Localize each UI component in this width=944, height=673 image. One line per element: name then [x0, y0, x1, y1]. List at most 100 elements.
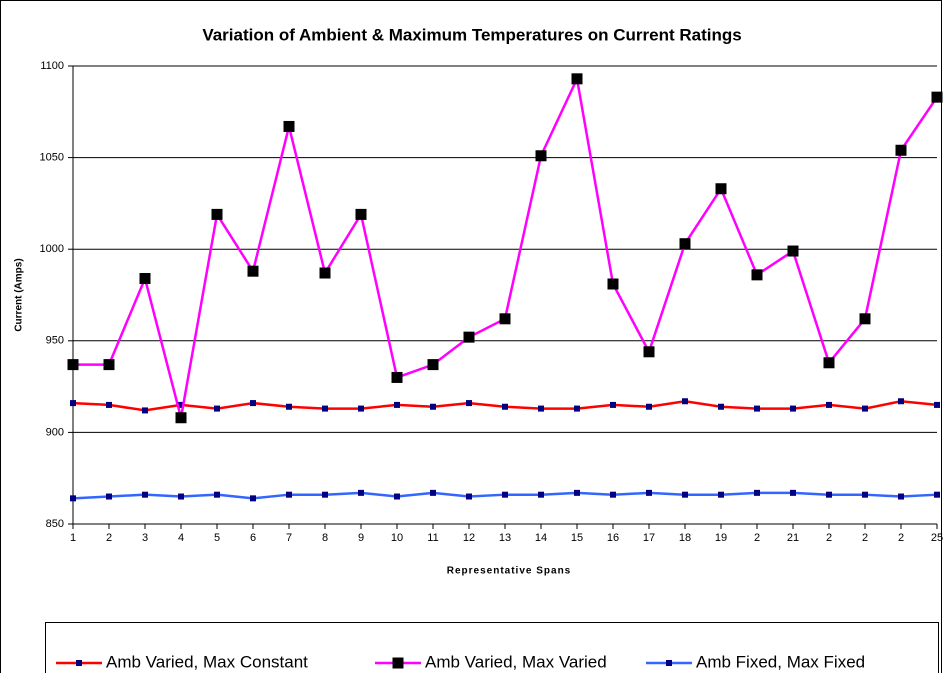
marker	[790, 405, 796, 412]
x-tick-label: 4	[178, 532, 184, 544]
marker	[391, 371, 403, 383]
marker	[103, 359, 115, 371]
marker	[211, 208, 223, 220]
x-tick-label: 8	[322, 532, 328, 544]
x-tick-label: 2	[754, 532, 760, 544]
marker	[754, 405, 760, 412]
marker	[178, 401, 184, 408]
marker	[394, 493, 400, 500]
x-tick-label: 15	[571, 532, 583, 544]
marker	[610, 491, 616, 498]
x-tick-label: 2	[106, 532, 112, 544]
marker	[862, 405, 868, 412]
marker	[502, 403, 508, 410]
marker	[358, 405, 364, 412]
marker	[322, 405, 328, 412]
marker	[679, 238, 691, 250]
marker	[178, 493, 184, 500]
marker	[250, 495, 256, 502]
marker	[646, 489, 652, 496]
marker	[355, 208, 367, 220]
marker	[430, 489, 436, 496]
x-tick-label: 11	[427, 532, 438, 544]
x-tick-label: 7	[286, 532, 292, 544]
marker	[718, 491, 724, 498]
marker	[859, 313, 871, 325]
x-tick-label: 12	[463, 532, 475, 544]
x-tick-label: 13	[499, 532, 511, 544]
marker	[358, 489, 364, 496]
marker	[535, 150, 547, 162]
marker	[67, 359, 79, 371]
marker	[466, 400, 472, 407]
marker	[538, 491, 544, 498]
x-tick-label: 9	[358, 532, 364, 544]
marker	[139, 273, 151, 285]
x-tick-label: 19	[715, 532, 727, 544]
x-tick-label: 2	[898, 532, 904, 544]
x-tick-label: 2	[862, 532, 868, 544]
marker	[787, 245, 799, 257]
x-tick-label: 1	[70, 532, 76, 544]
marker	[754, 489, 760, 496]
x-tick-label: 10	[391, 532, 403, 544]
x-tick-label: 14	[535, 532, 547, 544]
x-axis-title: Representative Spans	[447, 566, 572, 577]
marker	[898, 398, 904, 405]
marker	[70, 400, 76, 407]
marker	[643, 346, 655, 358]
legend-label: Amb Varied, Max Varied	[425, 652, 607, 671]
x-tick-label: 5	[214, 532, 220, 544]
legend-marker	[666, 660, 672, 666]
marker	[499, 313, 511, 325]
marker	[427, 359, 439, 371]
legend-marker	[76, 660, 82, 666]
marker	[214, 491, 220, 498]
marker	[322, 491, 328, 498]
legend-marker	[392, 657, 404, 669]
marker	[751, 269, 763, 281]
marker	[70, 495, 76, 502]
y-tick-label: 1000	[40, 243, 64, 255]
marker	[502, 491, 508, 498]
legend-box	[45, 622, 939, 673]
marker	[826, 491, 832, 498]
marker	[175, 412, 187, 424]
marker	[574, 405, 580, 412]
marker	[574, 489, 580, 496]
x-tick-label: 21	[787, 532, 799, 544]
y-tick-label: 900	[46, 426, 64, 438]
marker	[538, 405, 544, 412]
marker	[106, 493, 112, 500]
x-tick-label: 18	[679, 532, 691, 544]
marker	[610, 401, 616, 408]
marker	[826, 401, 832, 408]
legend-label: Amb Varied, Max Constant	[106, 652, 308, 671]
marker	[430, 403, 436, 410]
marker	[931, 91, 943, 103]
marker	[934, 401, 940, 408]
x-tick-label: 16	[607, 532, 619, 544]
x-tick-label: 17	[643, 532, 655, 544]
marker	[214, 405, 220, 412]
marker	[682, 398, 688, 405]
y-tick-label: 1050	[40, 152, 64, 164]
chart-title: Variation of Ambient & Maximum Temperatu…	[202, 25, 741, 44]
marker	[790, 489, 796, 496]
marker	[142, 491, 148, 498]
marker	[862, 491, 868, 498]
legend-label: Amb Fixed, Max Fixed	[696, 652, 865, 671]
x-tick-label: 3	[142, 532, 148, 544]
marker	[319, 267, 331, 279]
marker	[283, 120, 295, 132]
marker	[247, 265, 259, 277]
marker	[286, 491, 292, 498]
marker	[682, 491, 688, 498]
marker	[394, 401, 400, 408]
x-tick-label: 6	[250, 532, 256, 544]
marker	[718, 403, 724, 410]
marker	[286, 403, 292, 410]
marker	[250, 400, 256, 407]
marker	[898, 493, 904, 500]
